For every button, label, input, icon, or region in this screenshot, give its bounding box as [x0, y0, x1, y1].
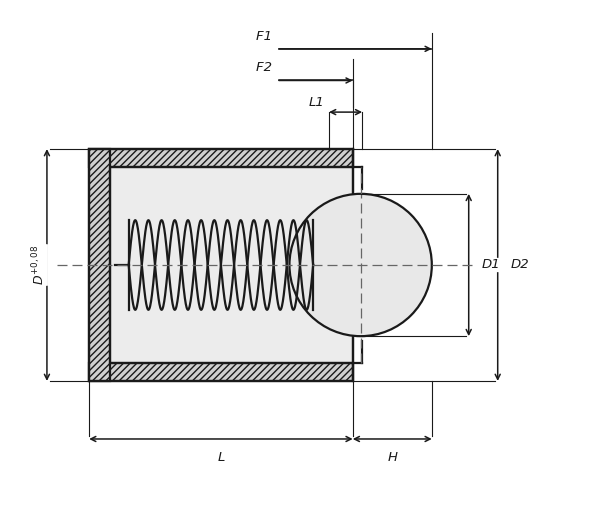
Bar: [110, 167, 353, 363]
Bar: [89, 149, 353, 167]
Text: F2: F2: [256, 61, 276, 74]
Circle shape: [289, 194, 432, 336]
Bar: [89, 149, 353, 381]
Bar: [110, 167, 353, 363]
Text: L1: L1: [309, 96, 325, 109]
Bar: [89, 149, 353, 381]
Text: F1: F1: [256, 30, 276, 42]
Bar: [89, 149, 110, 381]
Bar: [89, 363, 353, 381]
Text: D2: D2: [511, 259, 530, 271]
Text: $D^{+0,08}$: $D^{+0,08}$: [31, 245, 47, 285]
Text: H: H: [387, 450, 397, 464]
Text: D1: D1: [482, 259, 500, 271]
Text: L: L: [217, 450, 224, 464]
